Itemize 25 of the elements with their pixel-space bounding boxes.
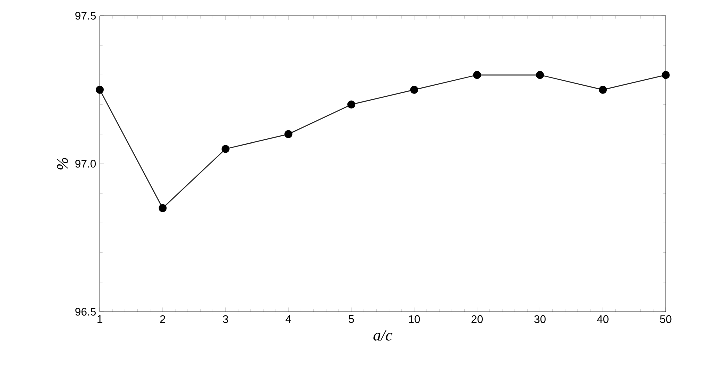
- point: [536, 71, 544, 80]
- x-tick-label: 10: [409, 316, 420, 324]
- point: [599, 86, 608, 94]
- point: [96, 86, 104, 94]
- point: [410, 86, 418, 94]
- y-tick-label: 96.5: [76, 308, 96, 316]
- point: [158, 204, 167, 212]
- x-tick-label: 30: [534, 316, 546, 324]
- x-tick-label: 40: [597, 316, 609, 324]
- y-tick-label: 97.0: [76, 160, 96, 168]
- point: [473, 71, 482, 80]
- x-axis-title: a/c: [374, 330, 393, 341]
- y-tick-label: 97.5: [76, 12, 96, 20]
- x-tick-label: 50: [660, 316, 672, 324]
- x-tick-label: 2: [160, 316, 166, 324]
- x-tick-label: 5: [348, 316, 354, 324]
- x-tick-label: 3: [223, 316, 228, 324]
- x-tick-label: 1: [98, 316, 103, 324]
- point: [284, 130, 293, 138]
- point: [348, 100, 356, 109]
- point: [662, 71, 670, 80]
- x-tick-label: 20: [472, 316, 484, 324]
- point: [222, 145, 230, 154]
- x-tick-label: 4: [286, 316, 292, 324]
- y-axis-title: %: [57, 158, 68, 170]
